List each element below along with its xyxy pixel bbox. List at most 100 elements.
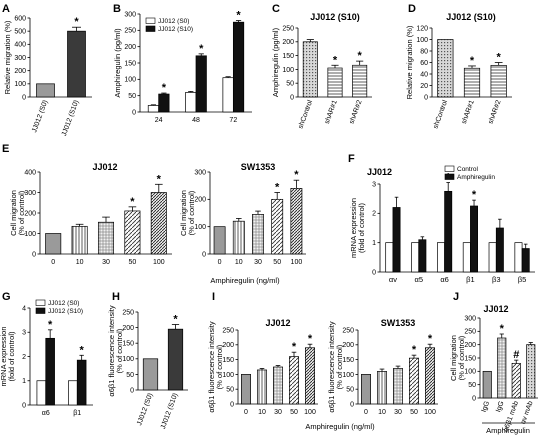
panel-label-G: G — [2, 291, 11, 303]
bar-F-4-1 — [495, 227, 504, 273]
bar-G-1-0 — [68, 380, 78, 406]
y-axis-label: Cell migration — [449, 335, 458, 381]
bar-C-1 — [327, 67, 343, 98]
significance-marker: * — [497, 52, 502, 64]
chart-title-D: JJ012 (S10) — [446, 12, 496, 22]
bar-E2-0 — [213, 226, 226, 255]
y-tick-label: 150 — [282, 53, 294, 60]
y-axis-label: Amphiregulin (pg/ml) — [271, 27, 280, 97]
significance-marker: * — [292, 341, 297, 353]
x-tick-label: 10 — [378, 409, 386, 416]
bar-B-0-0 — [147, 105, 160, 113]
shared-xlabel-E: Amphiregulin (ng/ml) — [210, 276, 280, 285]
bar-A-0 — [36, 83, 55, 98]
y-tick-label: 150 — [464, 355, 476, 362]
y-tick-label: 250 — [464, 329, 476, 336]
y-tick-label: 300 — [124, 11, 136, 18]
significance-marker: * — [358, 50, 363, 62]
y-axis-label: Amphiregulin (pg/ml) — [113, 28, 122, 98]
bar-B-1-1 — [195, 55, 207, 113]
legend-label: JJ012 (S10) — [158, 26, 193, 33]
y-tick-label: 100 — [416, 37, 428, 44]
y-tick-label: 0 — [32, 251, 36, 258]
x-tick-label: 10 — [258, 409, 266, 416]
y-tick-label: 50 — [226, 387, 234, 394]
y-tick-label: 100 — [124, 77, 136, 84]
y-tick-label: 100 — [342, 372, 354, 379]
significance-marker: * — [236, 10, 241, 22]
x-tick-label: α5 — [414, 275, 423, 284]
x-tick-label: β5 — [518, 275, 527, 284]
bar-J-1 — [497, 337, 507, 399]
x-tick-label: 0 — [218, 259, 222, 266]
legend-swatch — [35, 299, 46, 306]
y-axis-label: Cell migration — [179, 190, 188, 236]
bar-F-3-0 — [462, 242, 471, 273]
x-tick-label: shAR#1 — [461, 99, 476, 125]
chart-B: 0 50 100 150 200 250 300 Amphiregulin (pg/ml) * 2… — [113, 10, 252, 124]
y-tick-label: 150 — [342, 357, 354, 364]
bar-I1-1 — [257, 369, 267, 405]
y-axis-label: Cell migration — [9, 190, 18, 236]
bar-F-5-1 — [521, 248, 530, 273]
x-tick-label: 50 — [273, 259, 281, 266]
y-tick-label: 400 — [24, 169, 36, 176]
y-tick-label: 100 — [282, 67, 294, 74]
chart-E2: 0 100 200 300 Cell migration (% of control) 0 1… — [179, 169, 306, 266]
bar-D-1 — [463, 67, 481, 98]
y-tick-label: 50 — [128, 93, 136, 100]
x-tick-label: 30 — [274, 409, 282, 416]
bar-J-0 — [482, 370, 492, 399]
y-tick-label: 100 — [464, 369, 476, 376]
y-tick-label: 100 — [14, 81, 26, 88]
chart-title-I2: SW1353 — [381, 318, 416, 328]
y-tick-label: 4 — [22, 305, 26, 312]
bar-A-1 — [67, 30, 86, 98]
y-tick-label: 20 — [420, 83, 428, 90]
y-tick-label: 50 — [286, 81, 294, 88]
x-tick-label: shAR#1 — [324, 99, 339, 125]
y-axis-label-unit: (% of control) — [17, 190, 26, 235]
x-tick-label: IgG — [481, 400, 491, 413]
chart-G: 0 1 2 3 4 mRNA expression (fold of control) * α6… — [0, 299, 93, 417]
bar-E2-3 — [271, 198, 284, 255]
significance-marker: * — [500, 323, 505, 335]
significance-marker: * — [275, 182, 280, 194]
bar-F-0-0 — [385, 242, 394, 273]
bar-D-0 — [437, 39, 454, 98]
y-axis-label: α6β1 fluorescence intensity — [207, 321, 216, 412]
bar-E1-4 — [150, 192, 167, 255]
bar-I2-4 — [425, 347, 435, 405]
significance-marker: * — [428, 333, 433, 345]
significance-marker: * — [130, 196, 135, 208]
y-tick-label: 100 — [122, 356, 134, 363]
bar-F-5-0 — [514, 242, 523, 273]
x-tick-label: 30 — [254, 259, 262, 266]
bar-B-0-1 — [158, 93, 170, 113]
x-tick-label: shControl — [297, 99, 314, 130]
bar-D-2 — [490, 65, 507, 98]
bar-I1-0 — [241, 374, 251, 405]
bar-I2-1 — [377, 371, 387, 405]
bar-C-0 — [302, 41, 318, 98]
bar-I2-0 — [361, 374, 371, 405]
x-tick-label: 72 — [229, 117, 237, 124]
bar-H-0 — [142, 358, 159, 391]
y-tick-label: 50 — [126, 372, 134, 379]
bar-E2-1 — [232, 220, 245, 255]
bar-I1-2 — [273, 366, 283, 405]
bar-F-2-1 — [444, 190, 453, 273]
y-axis-label: Relative migration (%) — [405, 25, 414, 99]
panel-label-F: F — [348, 153, 355, 165]
x-tick-label: 100 — [304, 409, 316, 416]
x-tick-label: α6 — [42, 410, 50, 417]
y-axis-label-unit: (% of control) — [457, 335, 466, 380]
bar-E2-2 — [252, 214, 264, 255]
bar-F-1-1 — [418, 239, 427, 273]
x-tick-label: α6 — [440, 275, 449, 284]
y-tick-label: 500 — [14, 29, 26, 36]
